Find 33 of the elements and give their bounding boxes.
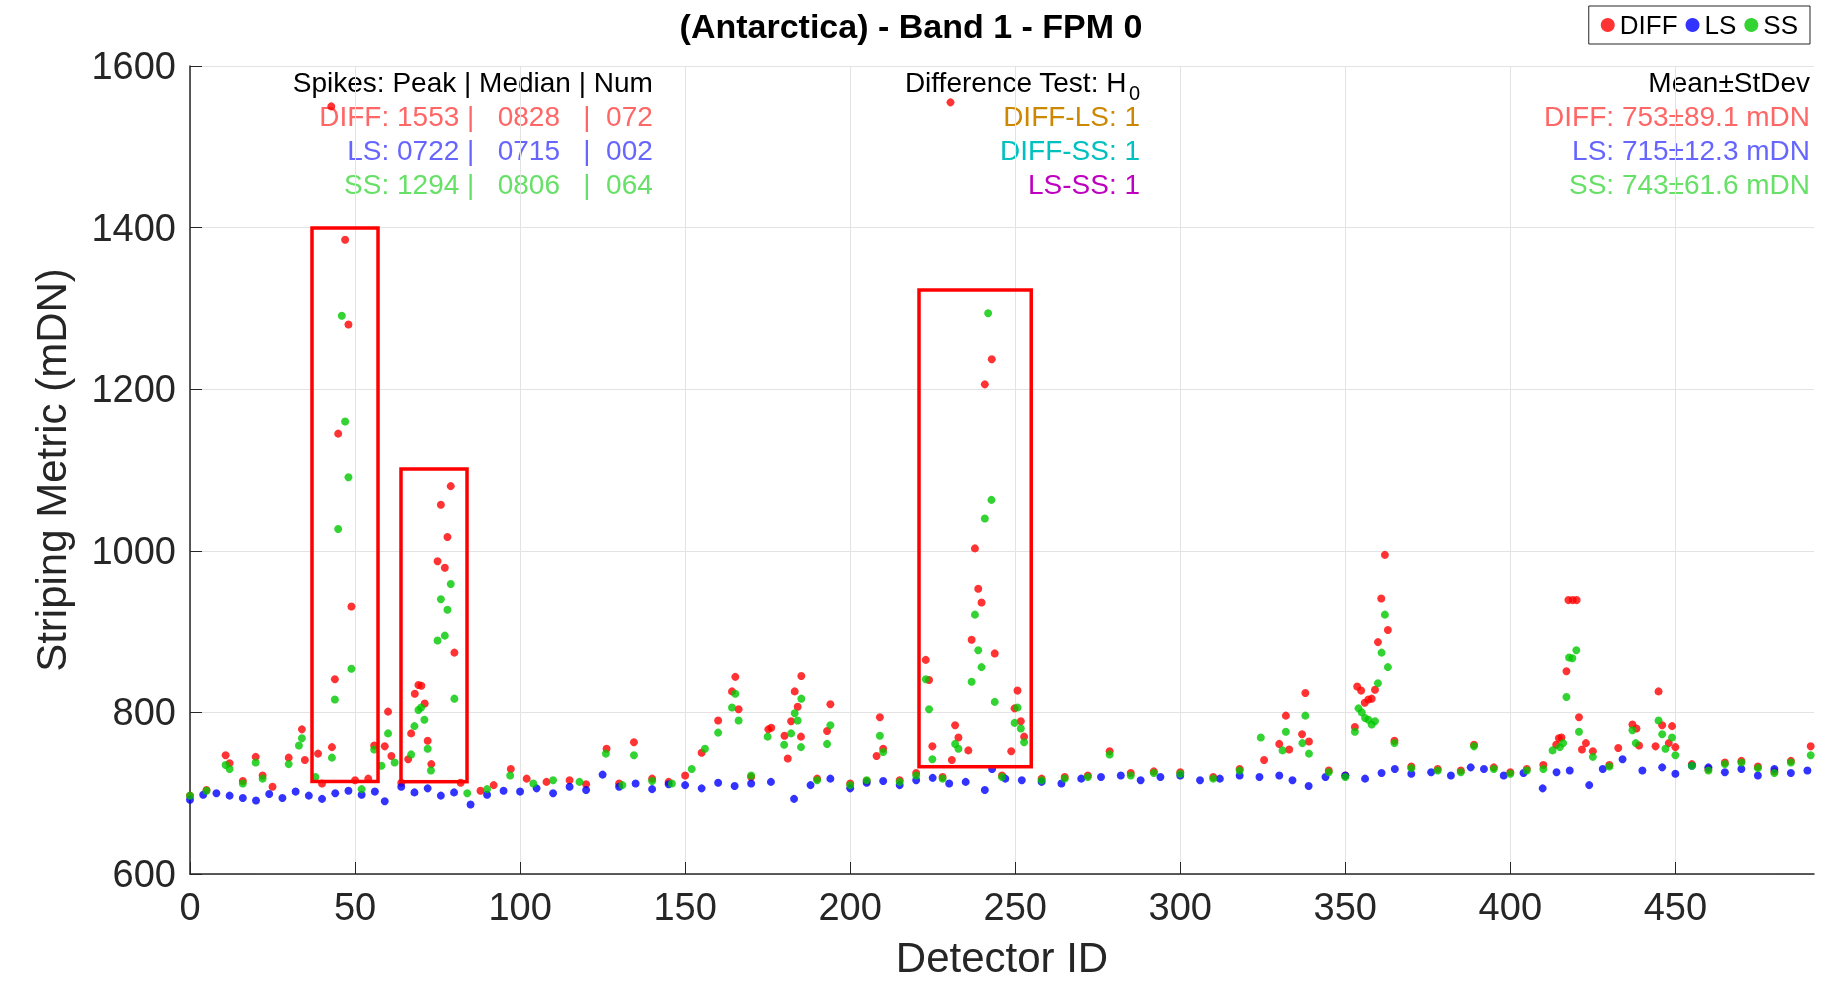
- y-tick-label: 800: [112, 691, 176, 734]
- legend-label: SS: [1763, 10, 1798, 40]
- y-tick-label: 1200: [91, 368, 176, 411]
- x-tick-label: 50: [333, 886, 377, 928]
- y-axis-title: Striping Metric (mDN): [27, 268, 75, 672]
- x-tick-label: 300: [1148, 886, 1212, 928]
- legend-label: DIFF: [1619, 10, 1678, 40]
- x-tick-label: 200: [818, 886, 882, 928]
- x-tick-label: 100: [488, 886, 552, 928]
- x-tick-label: 0: [179, 886, 201, 928]
- annotation: LS: 715±12.3 mDN: [1572, 134, 1811, 166]
- legend-label: LS: [1704, 10, 1737, 40]
- annotation: DIFF-SS: 1: [1000, 134, 1141, 166]
- x-axis-title: Detector ID: [895, 933, 1109, 981]
- annotation: DIFF: 753±89.1 mDN: [1544, 100, 1810, 132]
- chart-title: (Antarctica) - Band 1 - FPM 0: [679, 7, 1143, 45]
- x-tick-label: 250: [983, 886, 1047, 928]
- annotation: DIFF-LS: 1: [1003, 100, 1141, 132]
- y-tick-label: 1000: [91, 529, 176, 572]
- annotation: LS: 0722 | 0715 | 002: [347, 134, 653, 166]
- x-tick-label: 400: [1478, 886, 1543, 928]
- annotation: LS-SS: 1: [1027, 168, 1141, 200]
- annotation: DIFF: 1553 | 0828 | 072: [319, 100, 653, 132]
- y-tick-label: 600: [112, 853, 176, 895]
- annotation: Spikes: Peak | Median | Num: [292, 66, 653, 98]
- x-tick-label: 350: [1313, 886, 1377, 928]
- y-tick-label: 1400: [91, 206, 176, 249]
- x-tick-label: 450: [1643, 886, 1708, 928]
- x-tick-label: 150: [653, 886, 717, 928]
- annotation: SS: 743±61.6 mDN: [1568, 168, 1811, 200]
- annotation: SS: 1294 | 0806 | 064: [344, 168, 653, 200]
- annotation: Mean±StDev: [1648, 66, 1810, 98]
- y-tick-label: 1600: [91, 45, 176, 87]
